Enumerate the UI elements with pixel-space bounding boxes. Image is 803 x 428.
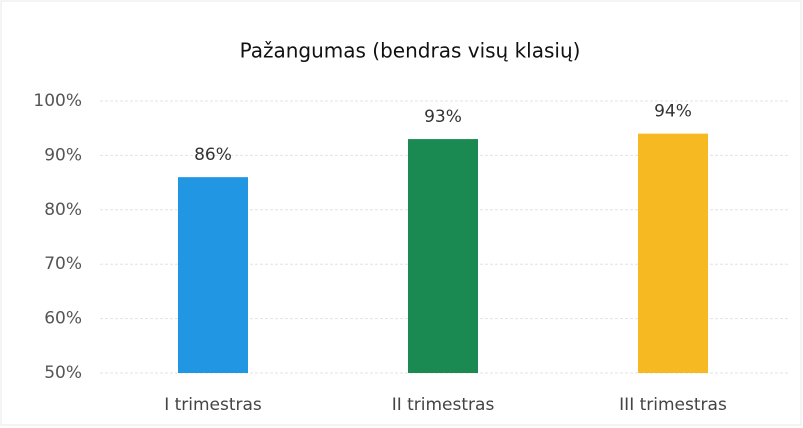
data-label: 93% xyxy=(424,107,462,127)
y-tick-label: 60% xyxy=(44,309,82,329)
data-label: 94% xyxy=(654,102,692,122)
y-tick-label: 50% xyxy=(44,363,82,383)
y-tick-label: 70% xyxy=(44,254,82,274)
y-tick-label: 80% xyxy=(44,200,82,220)
bar xyxy=(408,139,478,373)
bar xyxy=(178,177,248,373)
y-tick-label: 90% xyxy=(44,145,82,165)
bar xyxy=(638,133,708,373)
chart-title: Pažangumas (bendras visų klasių) xyxy=(240,39,581,63)
x-tick-label: III trimestras xyxy=(619,395,727,415)
x-tick-label: I trimestras xyxy=(164,395,262,415)
y-tick-label: 100% xyxy=(33,91,82,111)
x-tick-label: II trimestras xyxy=(392,395,495,415)
data-label: 86% xyxy=(194,145,232,165)
